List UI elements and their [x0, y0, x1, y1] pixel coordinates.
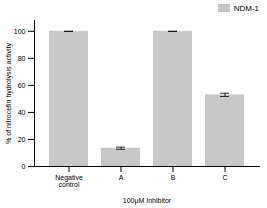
svg-text:40: 40	[18, 109, 26, 116]
svg-text:0: 0	[22, 163, 26, 170]
svg-text:20: 20	[18, 136, 26, 143]
svg-text:C: C	[222, 174, 227, 181]
svg-text:100μM Inhibitor: 100μM Inhibitor	[123, 197, 172, 205]
svg-text:80: 80	[18, 55, 26, 62]
svg-text:B: B	[171, 174, 176, 181]
svg-text:% of nitrocefin hydrolysis act: % of nitrocefin hydrolysis activity	[5, 43, 13, 144]
svg-text:Negativecontrol: Negativecontrol	[55, 174, 83, 188]
svg-text:100: 100	[14, 28, 26, 35]
svg-text:A: A	[119, 174, 124, 181]
svg-text:60: 60	[18, 82, 26, 89]
html-text:NDM-1: NDM-1	[233, 3, 259, 13]
